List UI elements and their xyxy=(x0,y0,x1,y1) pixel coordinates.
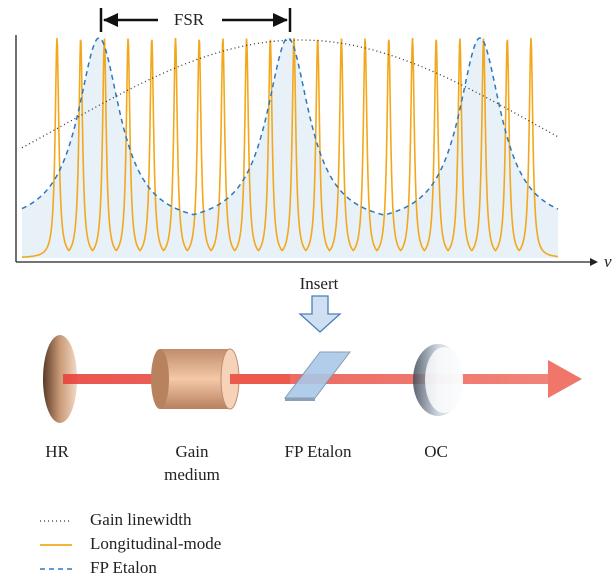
hr-label: HR xyxy=(45,442,69,461)
gain-curve xyxy=(21,39,559,149)
insert-label: Insert xyxy=(300,274,339,293)
fsr-label: FSR xyxy=(174,10,205,29)
beam-arrow xyxy=(548,360,582,398)
legend-label: Gain linewidth xyxy=(90,510,192,529)
beam-segment xyxy=(230,374,290,384)
insert-arrow xyxy=(298,295,342,333)
gain-label: medium xyxy=(164,465,220,484)
etalon-label: FP Etalon xyxy=(285,442,352,461)
legend-label: FP Etalon xyxy=(90,558,157,577)
oc-mirror xyxy=(413,344,463,416)
gain-label: Gain xyxy=(175,442,209,461)
legend-label: Longitudinal-mode xyxy=(90,534,221,553)
oc-label: OC xyxy=(424,442,448,461)
gain-medium xyxy=(151,348,240,410)
axis-label: ν xyxy=(604,252,612,271)
etalon-curve xyxy=(21,37,559,216)
etalon xyxy=(283,351,352,401)
hr-mirror xyxy=(43,335,77,423)
longitudinal-modes xyxy=(22,37,558,258)
axis-arrow xyxy=(590,258,598,266)
